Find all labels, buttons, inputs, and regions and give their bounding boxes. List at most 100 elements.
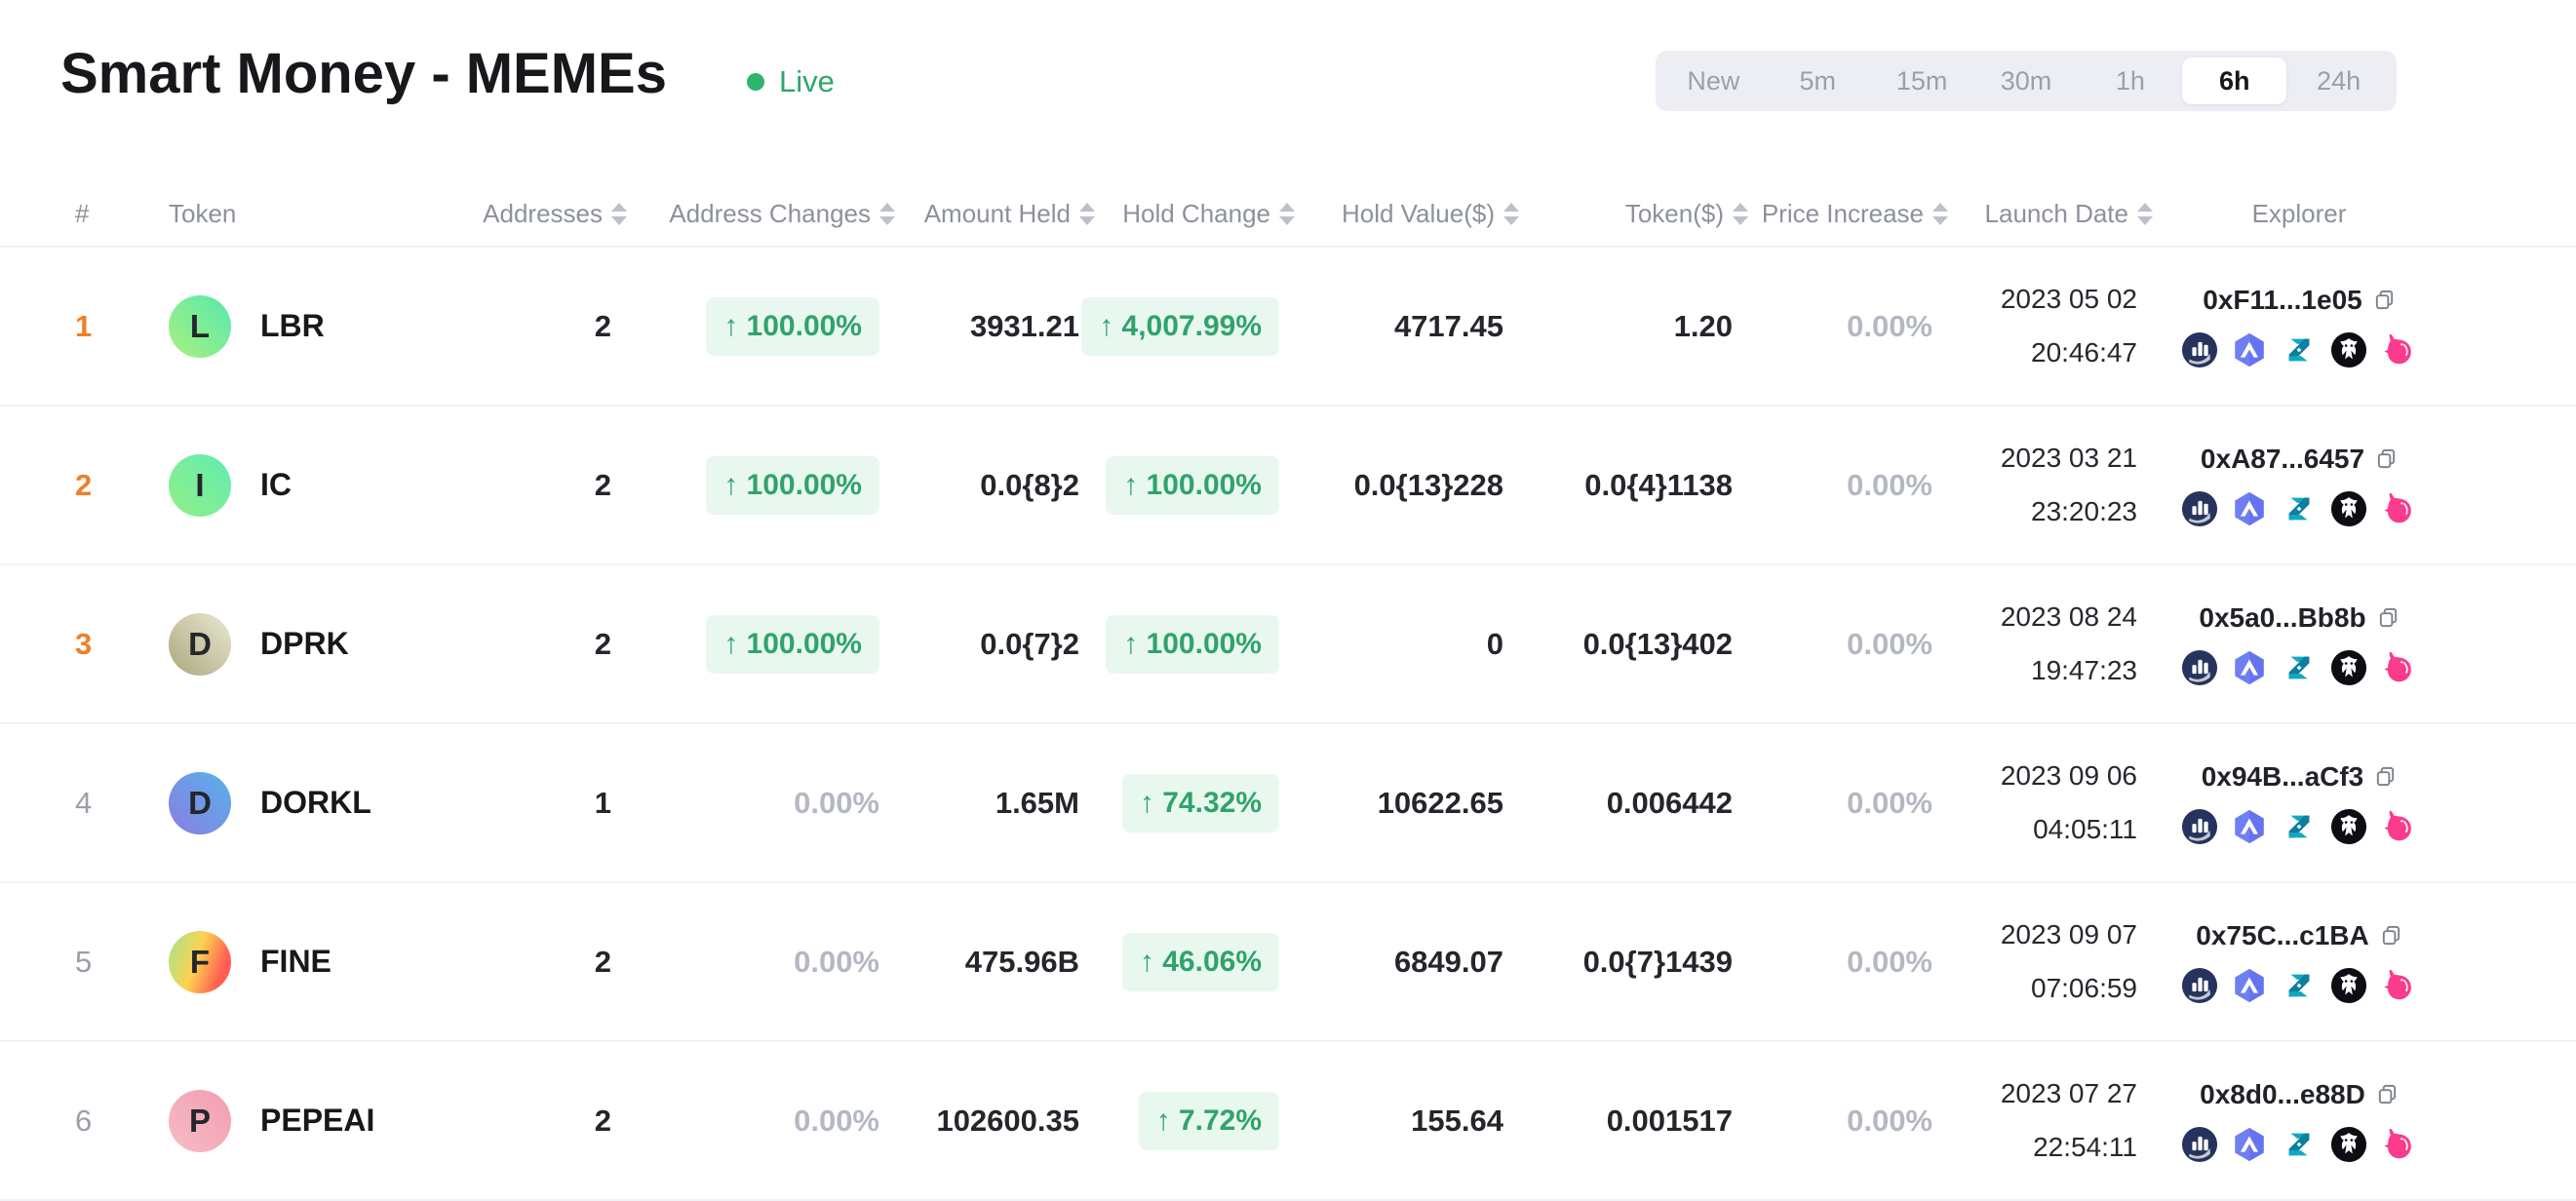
dexscreener-icon[interactable]: [2330, 490, 2367, 527]
contract-address[interactable]: 0xF11...1e05: [2203, 285, 2395, 316]
contract-address[interactable]: 0x94B...aCf3: [2202, 761, 2398, 793]
dextools-icon[interactable]: [2281, 967, 2318, 1004]
sort-icon[interactable]: [879, 202, 895, 225]
uniswap-icon[interactable]: [2380, 331, 2417, 368]
timeframe-6h-active[interactable]: 6h: [2182, 58, 2287, 104]
dextools-icon[interactable]: [2281, 331, 2318, 368]
address-change-value: ↑ 100.00%: [706, 296, 879, 356]
explorer-cell: 0x8d0...e88D: [2153, 1079, 2445, 1163]
col-header-amount-held[interactable]: Amount Held: [895, 199, 1095, 229]
contract-address[interactable]: 0x8d0...e88D: [2200, 1079, 2399, 1110]
col-header-price-increase[interactable]: Price Increase: [1748, 199, 1948, 229]
price-increase-value: 0.00%: [1847, 1103, 1932, 1138]
apespace-icon[interactable]: [2231, 1126, 2268, 1163]
token-cell[interactable]: I IC: [169, 453, 510, 517]
ave-chart-icon[interactable]: [2181, 331, 2218, 368]
token-cell[interactable]: P PEPEAI: [169, 1089, 510, 1152]
ave-chart-icon[interactable]: [2181, 649, 2218, 686]
contract-address[interactable]: 0x5a0...Bb8b: [2199, 602, 2399, 634]
hold-change-value: ↑ 100.00%: [1106, 614, 1279, 674]
copy-icon[interactable]: [2380, 924, 2402, 947]
sort-icon[interactable]: [611, 202, 627, 225]
copy-icon[interactable]: [2377, 606, 2400, 629]
sort-icon[interactable]: [2137, 202, 2153, 225]
uniswap-icon[interactable]: [2380, 490, 2417, 527]
apespace-icon[interactable]: [2231, 331, 2268, 368]
rank-number: 2: [75, 467, 93, 502]
token-symbol: PEPEAI: [260, 1103, 375, 1138]
sort-icon[interactable]: [1079, 202, 1095, 225]
timeframe-new[interactable]: New: [1687, 65, 1740, 96]
dextools-icon[interactable]: [2281, 808, 2318, 845]
uniswap-icon[interactable]: [2380, 808, 2417, 845]
token-price-usd: 0.0{7}1439: [1582, 944, 1733, 979]
live-indicator: Live: [747, 64, 835, 99]
col-header-token-price[interactable]: Token($): [1519, 199, 1748, 229]
sort-icon[interactable]: [1503, 202, 1519, 225]
token-cell[interactable]: D DORKL: [169, 771, 510, 834]
hold-value-usd: 0.0{13}228: [1353, 467, 1503, 502]
address-text: 0xF11...1e05: [2203, 284, 2362, 315]
uniswap-icon[interactable]: [2380, 649, 2417, 686]
ave-chart-icon[interactable]: [2181, 967, 2218, 1004]
contract-address[interactable]: 0xA87...6457: [2201, 444, 2398, 475]
address-text: 0x75C...c1BA: [2196, 919, 2369, 950]
apespace-icon[interactable]: [2231, 649, 2268, 686]
apespace-icon[interactable]: [2231, 967, 2268, 1004]
col-header-addresses[interactable]: Addresses: [483, 199, 627, 229]
uniswap-icon[interactable]: [2380, 967, 2417, 1004]
rank-number: 6: [75, 1103, 93, 1138]
timeframe-15m[interactable]: 15m: [1895, 65, 1948, 96]
ave-chart-icon[interactable]: [2181, 490, 2218, 527]
price-increase-value: 0.00%: [1847, 785, 1932, 820]
hold-value-usd: 4717.45: [1393, 308, 1503, 343]
apespace-icon[interactable]: [2231, 490, 2268, 527]
token-symbol: DPRK: [260, 626, 349, 661]
hold-change-value: ↑ 74.32%: [1121, 773, 1279, 833]
contract-address[interactable]: 0x75C...c1BA: [2196, 920, 2401, 951]
dextools-icon[interactable]: [2281, 490, 2318, 527]
apespace-icon[interactable]: [2231, 808, 2268, 845]
launch-time: 07:06:59: [2031, 972, 2137, 1003]
copy-icon[interactable]: [2373, 289, 2396, 311]
copy-icon[interactable]: [2374, 765, 2397, 788]
col-header-rank: #: [75, 198, 90, 228]
copy-icon[interactable]: [2376, 1083, 2399, 1105]
addresses-value: 2: [594, 626, 611, 661]
timeframe-1h[interactable]: 1h: [2115, 65, 2145, 96]
launch-date: 2023 03 21: [2000, 442, 2137, 473]
copy-icon[interactable]: [2375, 447, 2398, 470]
timeframe-30m[interactable]: 30m: [2000, 65, 2052, 96]
ave-chart-icon[interactable]: [2181, 808, 2218, 845]
dextools-icon[interactable]: [2281, 649, 2318, 686]
dexscreener-icon[interactable]: [2330, 331, 2367, 368]
dexscreener-icon[interactable]: [2330, 1126, 2367, 1163]
token-cell[interactable]: F FINE: [169, 930, 510, 993]
dexscreener-icon[interactable]: [2330, 967, 2367, 1004]
dextools-icon[interactable]: [2281, 1126, 2318, 1163]
dexscreener-icon[interactable]: [2330, 808, 2367, 845]
uniswap-icon[interactable]: [2380, 1126, 2417, 1163]
launch-date: 2023 05 02: [2000, 283, 2137, 314]
col-header-address-changes[interactable]: Address Changes: [627, 199, 895, 229]
token-cell[interactable]: L LBR: [169, 294, 510, 358]
col-header-hold-value[interactable]: Hold Value($): [1295, 199, 1519, 229]
sort-icon[interactable]: [1279, 202, 1295, 225]
hold-change-value: ↑ 7.72%: [1138, 1091, 1279, 1150]
token-cell[interactable]: D DPRK: [169, 612, 510, 676]
table-row: 5 F FINE 2 0.00% 475.96B ↑ 46.06% 6849.0…: [0, 883, 2576, 1042]
launch-date-cell: 2023 05 02 20:46:47: [1948, 273, 2153, 379]
ave-chart-icon[interactable]: [2181, 1126, 2218, 1163]
token-symbol: DORKL: [260, 785, 371, 820]
col-header-hold-change[interactable]: Hold Change: [1095, 199, 1295, 229]
amount-held-value: 0.0{8}2: [980, 467, 1079, 502]
dexscreener-icon[interactable]: [2330, 649, 2367, 686]
col-header-launch-date[interactable]: Launch Date: [1948, 199, 2153, 229]
timeframe-5m[interactable]: 5m: [1799, 65, 1837, 96]
timeframe-24h[interactable]: 24h: [2317, 65, 2361, 96]
address-change-value: 0.00%: [794, 1103, 879, 1138]
sort-icon[interactable]: [1932, 202, 1948, 225]
sort-icon[interactable]: [1733, 202, 1748, 225]
token-avatar: D: [169, 612, 231, 676]
token-avatar: I: [169, 453, 231, 517]
